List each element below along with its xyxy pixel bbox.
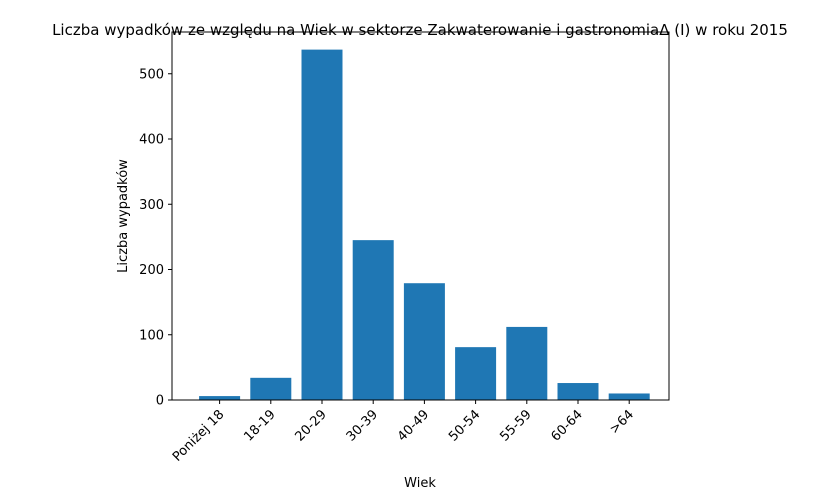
chart-title: Liczba wypadków ze względu na Wiek w sek… <box>52 21 788 39</box>
y-tick-label-1: 100 <box>139 328 164 343</box>
x-tick-label-1: 18-19 <box>241 407 278 444</box>
x-tick-label-6: 55-59 <box>497 407 534 444</box>
bar-5 <box>455 347 497 400</box>
x-tick-label-4: 40-49 <box>395 407 432 444</box>
bar-0 <box>199 396 241 400</box>
y-tick-label-2: 200 <box>139 263 164 278</box>
y-tick-label-3: 300 <box>139 198 164 213</box>
y-tick-label-5: 500 <box>139 67 164 82</box>
bar-7 <box>557 383 599 400</box>
x-tick-label-5: 50-54 <box>446 407 483 444</box>
y-axis: 0 100 200 300 400 500 <box>139 67 172 409</box>
x-tick-label-3: 30-39 <box>344 407 381 444</box>
bar-8 <box>608 393 650 400</box>
bar-4 <box>403 283 445 400</box>
x-tick-label-0: Poniżej 18 <box>170 407 227 464</box>
bar-3 <box>352 240 394 400</box>
x-axis: Poniżej 18 18-19 20-29 30-39 40-49 50-54 55-59… <box>170 400 637 465</box>
bar-6 <box>506 326 548 400</box>
y-tick-label-4: 400 <box>139 133 164 148</box>
x-axis-label: Wiek <box>404 476 436 491</box>
x-tick-label-8: >64 <box>607 407 637 437</box>
bar-2 <box>301 49 343 401</box>
y-axis-label: Liczba wypadków <box>116 159 131 273</box>
bar-1 <box>250 377 292 400</box>
x-tick-label-2: 20-29 <box>293 407 330 444</box>
y-tick-label-0: 0 <box>156 394 164 409</box>
bars-group <box>199 49 650 401</box>
x-tick-label-7: 60-64 <box>549 407 586 444</box>
plot-frame <box>171 31 670 401</box>
